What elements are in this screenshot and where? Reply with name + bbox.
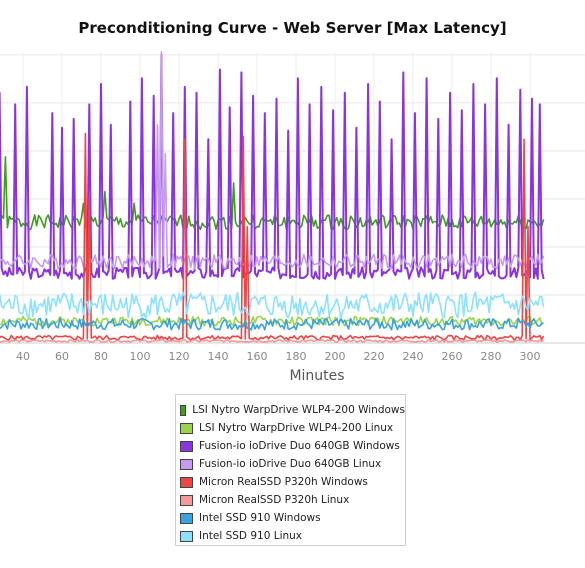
x-tick-label: 80 — [94, 350, 108, 363]
legend-swatch — [180, 476, 193, 488]
legend-label: Intel SSD 910 Windows — [199, 512, 321, 524]
x-tick-label: 240 — [403, 350, 424, 363]
legend-item[interactable]: Fusion-io ioDrive Duo 640GB Linux — [180, 455, 405, 473]
x-tick-label: 300 — [520, 350, 541, 363]
x-tick-label: 180 — [286, 350, 307, 363]
x-tick-label: 280 — [481, 350, 502, 363]
x-tick-label: 200 — [325, 350, 346, 363]
series-line-5 — [0, 132, 545, 341]
legend-item[interactable]: LSI Nytro WarpDrive WLP4-200 Windows — [180, 401, 405, 419]
series-line-8 — [0, 291, 545, 319]
legend: LSI Nytro WarpDrive WLP4-200 Windows LSI … — [175, 394, 406, 546]
legend-swatch — [180, 440, 193, 452]
series-layer — [0, 51, 545, 343]
x-axis-label: Minutes — [289, 368, 345, 384]
legend-swatch — [180, 458, 193, 470]
x-tick-label: 260 — [442, 350, 463, 363]
series-line-3 — [0, 53, 545, 280]
legend-swatch — [180, 422, 193, 434]
legend-item[interactable]: Micron RealSSD P320h Linux — [180, 491, 405, 509]
x-tick-label: 140 — [208, 350, 229, 363]
x-tick-label: 160 — [247, 350, 268, 363]
x-tick-label: 120 — [169, 350, 190, 363]
legend-label: Micron RealSSD P320h Windows — [199, 476, 368, 488]
legend-label: Fusion-io ioDrive Duo 640GB Windows — [199, 440, 400, 452]
legend-swatch — [180, 404, 187, 416]
series-line-6 — [0, 339, 544, 343]
legend-label: LSI Nytro WarpDrive WLP4-200 Windows — [192, 404, 405, 416]
x-tick-label: 40 — [16, 350, 30, 363]
x-tick-labels: 40 60 80 100 120 140 160 180 200 220 240 260 280 300 — [16, 350, 541, 363]
legend-label: Micron RealSSD P320h Linux — [199, 494, 350, 506]
legend-swatch — [180, 512, 193, 524]
legend-swatch — [180, 494, 193, 506]
legend-label: Intel SSD 910 Linux — [199, 530, 303, 542]
legend-item[interactable]: LSI Nytro WarpDrive WLP4-200 Linux — [180, 419, 405, 437]
x-tick-label: 220 — [364, 350, 385, 363]
legend-item[interactable]: Fusion-io ioDrive Duo 640GB Windows — [180, 437, 405, 455]
legend-item[interactable]: Micron RealSSD P320h Windows — [180, 473, 405, 491]
legend-item[interactable]: Intel SSD 910 Linux — [180, 527, 405, 545]
series-line-7 — [0, 317, 544, 331]
legend-item[interactable]: Intel SSD 910 Windows — [180, 509, 405, 527]
x-tick-label: 100 — [130, 350, 151, 363]
x-tick-label: 60 — [55, 350, 69, 363]
legend-label: Fusion-io ioDrive Duo 640GB Linux — [199, 458, 382, 470]
legend-label: LSI Nytro WarpDrive WLP4-200 Linux — [199, 422, 394, 434]
chart-title: Preconditioning Curve - Web Server [Max … — [78, 19, 507, 37]
legend-swatch — [180, 530, 193, 542]
